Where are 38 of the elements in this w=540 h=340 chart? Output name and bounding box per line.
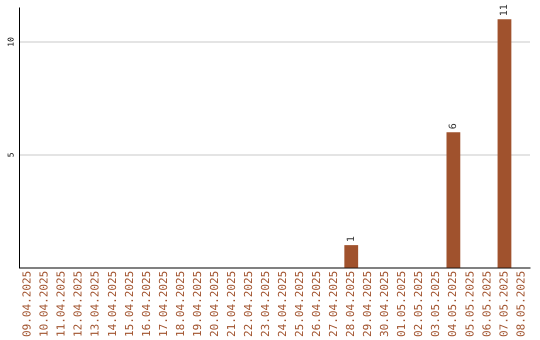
x-tick-label: 05.05.2025 [463,270,476,338]
x-tick-label: 07.05.2025 [497,270,510,338]
x-tick-label: 08.05.2025 [514,270,528,338]
x-tick-label: 14.04.2025 [106,270,119,338]
x-tick-label: 21.04.2025 [224,270,238,338]
x-tick-label: 11.04.2025 [54,270,68,338]
x-tick-label: 28.04.2025 [344,270,358,338]
x-tick-label: 02.05.2025 [412,270,426,338]
bar [344,245,358,268]
x-tick-label: 10.04.2025 [38,270,51,338]
bar [498,19,512,268]
x-tick-label: 18.04.2025 [174,270,187,338]
x-tick-label: 16.04.2025 [140,270,153,338]
x-tick-label: 17.04.2025 [156,270,170,338]
x-tick-label: 01.05.2025 [395,270,408,338]
y-tick-label: 10 [6,36,16,47]
x-tick-label: 27.04.2025 [327,270,340,338]
x-tick-label: 20.04.2025 [208,270,221,338]
x-tick-label: 04.05.2025 [446,270,460,338]
x-tick-label: 23.04.2025 [258,270,272,338]
x-tick-label: 29.04.2025 [361,270,374,338]
x-tick-label: 30.04.2025 [378,270,392,338]
x-tick-label: 03.05.2025 [429,270,442,338]
data-label: 1 [346,236,357,242]
x-tick-label: 09.04.2025 [20,270,34,338]
data-label: 6 [448,123,459,130]
x-tick-label: 15.04.2025 [122,270,136,338]
y-tick-label: 5 [6,152,16,158]
x-tick-label: 19.04.2025 [190,270,204,338]
x-tick-label: 26.04.2025 [310,270,324,338]
x-tick-label: 06.05.2025 [480,270,494,338]
data-label: 11 [499,4,510,16]
bar [446,132,460,268]
x-tick-label: 24.04.2025 [276,270,290,338]
x-tick-label: 12.04.2025 [72,270,85,338]
x-tick-label: 22.04.2025 [242,270,255,338]
x-tick-label: 25.04.2025 [293,270,306,338]
x-tick-label: 13.04.2025 [88,270,102,338]
